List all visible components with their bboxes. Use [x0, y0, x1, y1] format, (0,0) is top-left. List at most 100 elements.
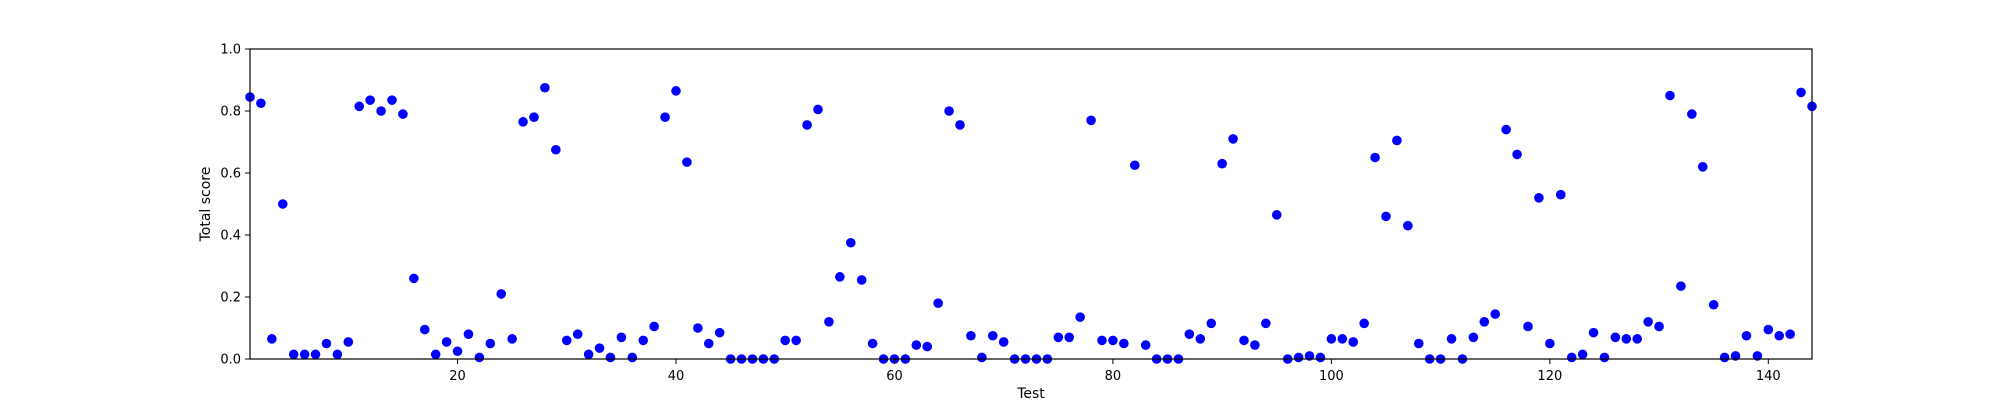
data-point — [1687, 109, 1697, 119]
data-point — [638, 335, 649, 346]
data-point — [1370, 152, 1380, 163]
data-point — [682, 157, 692, 167]
data-point — [1064, 332, 1075, 343]
data-point — [1271, 210, 1282, 220]
data-point — [1446, 334, 1457, 344]
data-point — [1206, 318, 1217, 329]
data-point — [540, 82, 550, 93]
data-point — [911, 340, 922, 350]
data-point — [1381, 211, 1391, 222]
data-point — [441, 337, 452, 347]
data-point — [1730, 351, 1741, 361]
data-point — [845, 237, 856, 248]
data-point — [1708, 299, 1719, 310]
data-point — [605, 352, 616, 363]
data-point — [1588, 327, 1599, 338]
x-tick-label: 100 — [1319, 369, 1344, 384]
data-point — [627, 352, 638, 363]
data-point — [398, 109, 408, 119]
data-point — [409, 273, 419, 284]
data-point — [1632, 334, 1643, 344]
data-point — [1610, 332, 1621, 343]
data-point — [714, 327, 725, 338]
data-point — [1261, 318, 1271, 329]
data-point — [310, 349, 321, 360]
data-point — [1534, 193, 1544, 203]
y-axis-label: Total score — [198, 167, 214, 243]
y-tick-label: 0.2 — [220, 291, 241, 306]
data-point — [660, 112, 670, 122]
x-tick-label: 80 — [1105, 369, 1122, 384]
data-point — [1774, 330, 1785, 341]
data-point — [354, 101, 365, 112]
data-point — [1304, 351, 1315, 361]
data-point — [1403, 220, 1413, 231]
data-point — [452, 346, 463, 357]
data-point — [594, 343, 605, 353]
data-point — [518, 117, 528, 127]
data-point — [1315, 352, 1326, 363]
data-point — [1250, 340, 1260, 350]
data-point — [551, 144, 561, 155]
data-point — [922, 341, 933, 352]
data-point — [867, 338, 878, 349]
data-point — [856, 275, 867, 285]
data-point — [1239, 335, 1249, 346]
data-point — [1512, 149, 1522, 160]
y-tick-label: 0.0 — [220, 353, 241, 368]
y-tick-label: 0.8 — [220, 105, 241, 120]
x-tick-label: 40 — [668, 369, 685, 384]
data-point — [671, 86, 681, 96]
data-point — [1348, 337, 1359, 347]
data-point — [1097, 335, 1107, 346]
data-point — [1785, 329, 1795, 340]
data-point — [463, 329, 474, 340]
data-point — [813, 104, 823, 115]
x-tick-label: 120 — [1537, 369, 1562, 384]
data-point — [1566, 352, 1577, 363]
data-point — [1555, 189, 1566, 200]
x-tick-label: 60 — [886, 369, 903, 384]
data-point — [572, 329, 583, 340]
data-point — [649, 321, 659, 332]
data-point — [1053, 332, 1064, 343]
y-tick-label: 0.4 — [220, 229, 241, 244]
data-point — [256, 98, 266, 109]
x-axis-label: Test — [1016, 386, 1045, 400]
data-point — [1665, 90, 1675, 101]
plot-frame — [249, 48, 1813, 360]
data-point — [485, 338, 496, 349]
data-point — [1577, 349, 1588, 360]
data-point — [474, 352, 485, 363]
data-point — [1796, 87, 1806, 98]
data-point — [780, 335, 791, 346]
data-point — [561, 335, 572, 346]
data-point — [824, 317, 834, 327]
x-tick-label: 140 — [1756, 369, 1781, 384]
data-point — [987, 330, 998, 341]
points-layer — [245, 82, 1817, 364]
data-point — [616, 332, 627, 343]
data-point — [332, 349, 343, 360]
data-point — [1140, 340, 1151, 350]
data-point — [835, 272, 845, 282]
data-point — [365, 95, 375, 105]
data-point — [583, 349, 594, 360]
data-point — [496, 289, 507, 299]
data-point — [1621, 334, 1632, 344]
data-point — [288, 349, 299, 360]
data-point — [1359, 318, 1369, 329]
data-point — [1763, 324, 1774, 335]
y-tick-label: 1.0 — [220, 43, 241, 58]
x-tick-label: 20 — [449, 369, 466, 384]
data-point — [977, 352, 987, 363]
data-point — [376, 106, 386, 116]
y-axis: 0.0 0.2 0.4 0.6 0.8 1.0 — [220, 43, 250, 368]
data-point — [267, 334, 277, 344]
data-point — [343, 337, 354, 347]
data-point — [1217, 158, 1227, 169]
y-tick-label: 0.6 — [220, 167, 241, 182]
data-point — [1501, 124, 1511, 135]
